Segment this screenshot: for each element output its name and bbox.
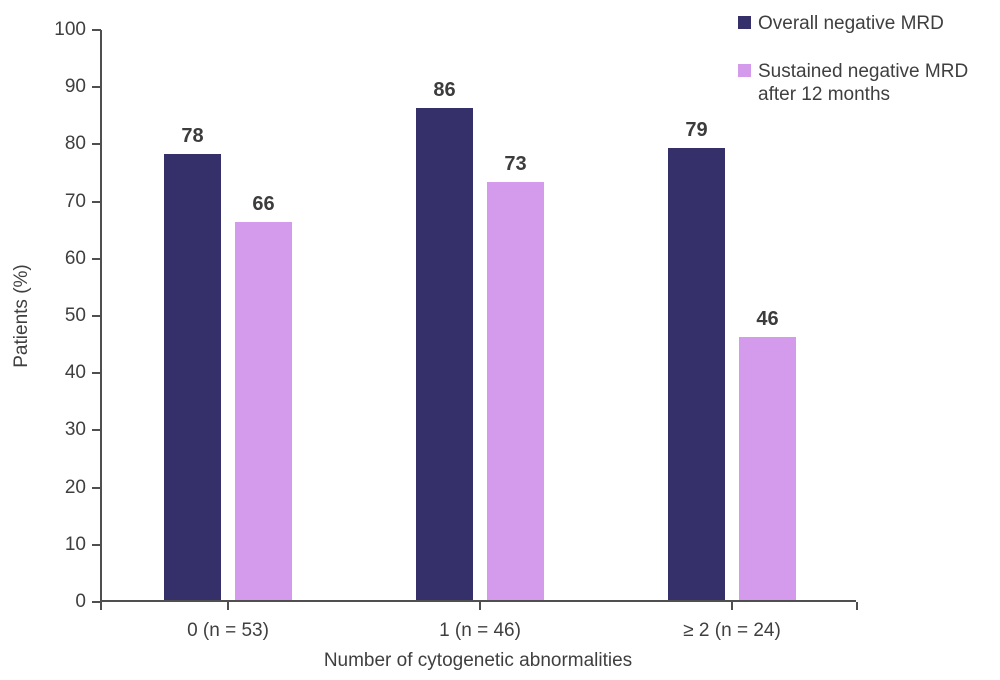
y-tick-mark [92, 601, 101, 603]
y-tick-label: 30 [64, 419, 86, 441]
y-tick-mark [92, 200, 101, 203]
y-tick-label: 0 [75, 591, 86, 612]
y-tick-label: 60 [64, 247, 86, 269]
bar-value-label: 79 [685, 119, 708, 142]
legend-swatch-icon [738, 64, 751, 77]
legend-swatch-icon [738, 16, 751, 29]
legend-label: Sustained negative MRD after 12 months [758, 61, 969, 105]
x-tick-mark [731, 602, 733, 610]
x-axis-title: Number of cytogenetic abnormalities [323, 650, 633, 671]
legend: Overall negative MRD Sustained negative M… [738, 12, 976, 106]
x-axis-end-tick [100, 602, 102, 610]
y-tick-label: 100 [54, 19, 86, 40]
plot-area: 0 10 20 30 40 50 60 70 80 90 100 78 66 0 (n = 53) 86 73… [54, 20, 858, 641]
y-tick-label: 80 [64, 133, 86, 155]
y-axis-title: Patients (%) [11, 264, 32, 368]
y-tick-mark [92, 257, 101, 260]
bar-sustained [739, 336, 796, 600]
bar-value-label: 78 [181, 124, 204, 147]
bar-value-label: 73 [504, 153, 527, 176]
y-tick-mark [92, 429, 101, 432]
y-tick-label: 10 [64, 533, 86, 555]
legend-item: Overall negative MRD [738, 12, 976, 35]
y-tick-label: 70 [64, 190, 86, 212]
y-tick-mark [92, 543, 101, 546]
bar-value-label: 86 [433, 79, 456, 102]
y-tick-label: 20 [64, 476, 86, 498]
y-tick-mark [92, 372, 101, 375]
bar-sustained [235, 222, 292, 600]
x-axis-end-tick [856, 602, 858, 610]
x-tick-mark [479, 602, 481, 610]
x-category-label: 0 (n = 53) [187, 620, 269, 641]
bar-value-label: 66 [252, 193, 275, 216]
bar-sustained [487, 182, 544, 600]
y-tick-mark [92, 486, 101, 489]
y-tick-mark [92, 143, 101, 146]
bar-overall [164, 153, 221, 600]
x-category-label: ≥ 2 (n = 24) [683, 620, 781, 641]
x-category-label: 1 (n = 46) [439, 620, 521, 641]
bar-overall [416, 108, 473, 600]
bar-value-label: 46 [756, 307, 779, 330]
y-tick-mark [92, 315, 101, 317]
y-tick-label: 50 [64, 305, 86, 326]
legend-label: Overall negative MRD [758, 13, 944, 34]
bar-overall [668, 148, 725, 600]
y-tick-label: 90 [64, 76, 86, 98]
x-tick-mark [227, 602, 229, 610]
y-tick-mark [92, 29, 101, 31]
legend-item: Sustained negative MRD after 12 months [738, 60, 976, 106]
y-tick-label: 40 [64, 362, 86, 384]
y-tick-mark [92, 86, 101, 89]
